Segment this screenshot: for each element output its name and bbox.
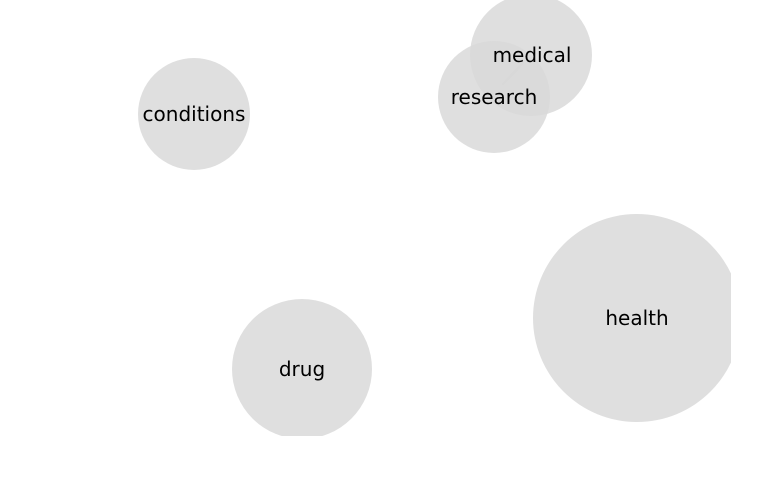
node-conditions[interactable]: conditions (138, 58, 250, 170)
nodes-layer: conditions health drug research medical (138, 0, 741, 439)
node-medical-label: medical (493, 43, 572, 67)
node-drug-bubble (232, 299, 372, 436)
node-research-label: research (451, 85, 538, 109)
node-drug-label: drug (279, 357, 325, 381)
diagram-area: conditions health drug research medical (138, 0, 741, 439)
node-health-bubble (533, 214, 731, 422)
node-health[interactable]: health (533, 214, 741, 422)
node-research[interactable] (438, 41, 550, 153)
node-health-label: health (605, 306, 668, 330)
node-drug[interactable]: drug (232, 299, 372, 439)
node-research-bubble (438, 41, 550, 153)
node-conditions-bubble (138, 58, 250, 170)
node-conditions-label: conditions (143, 102, 246, 126)
